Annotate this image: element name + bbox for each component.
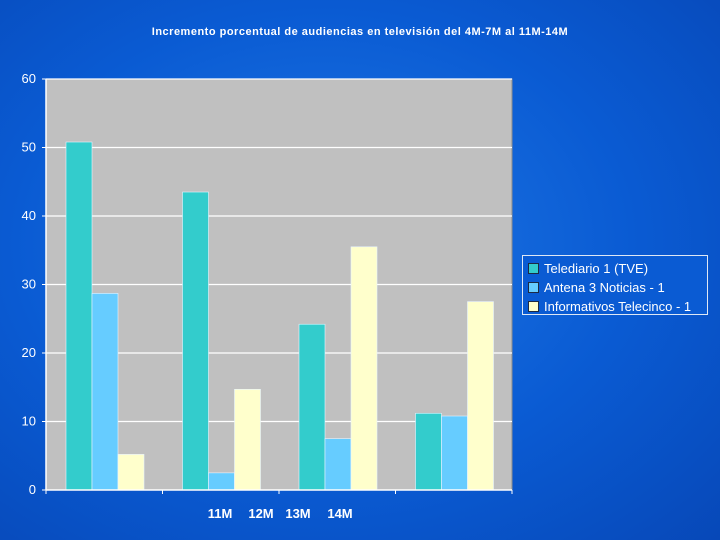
y-axis-ticks: 0 10 20 30 40 50 60 — [22, 71, 36, 497]
legend-item: Telediario 1 (TVE) — [528, 259, 703, 278]
legend-item: Antena 3 Noticias - 1 — [528, 278, 703, 297]
legend-swatch-0 — [528, 263, 539, 274]
bar-telediario-1-tve--14m — [415, 412, 442, 491]
bar-informativos-telecinco-1-14m — [467, 301, 494, 491]
bar-telediario-1-tve--11m — [65, 141, 93, 491]
legend-item: Informativos Telecinco - 1 — [528, 297, 703, 316]
legend-label: Telediario 1 (TVE) — [544, 261, 649, 276]
bar-informativos-telecinco-1-11m — [117, 454, 145, 491]
y-tick-label: 60 — [22, 71, 36, 86]
chart-title: Incremento porcentual de audiencias en t… — [151, 26, 569, 38]
bar-antena-3-noticias-1-11m — [91, 293, 119, 491]
legend-label: Informativos Telecinco - 1 — [544, 299, 692, 314]
y-tick-label: 0 — [29, 482, 36, 497]
bar-antena-3-noticias-1-13m — [324, 438, 352, 491]
y-tick-label: 40 — [22, 208, 36, 223]
x-category-label: 14M — [327, 506, 352, 521]
bar-informativos-telecinco-1-13m — [350, 246, 378, 491]
bars — [65, 141, 494, 491]
bar-informativos-telecinco-1-12m — [234, 389, 261, 491]
bar-antena-3-noticias-1-14m — [441, 415, 468, 491]
gridlines — [46, 78, 512, 423]
x-category-label: 12M — [248, 506, 273, 521]
x-axis-labels: 11M 12M 13M 14M — [208, 506, 353, 521]
x-category-label: 13M — [285, 506, 310, 521]
x-category-label: 11M — [208, 506, 233, 521]
legend-swatch-2 — [528, 301, 539, 312]
bar-antena-3-noticias-1-12m — [208, 472, 235, 491]
y-tick-label: 30 — [22, 277, 36, 292]
y-tick-label: 20 — [22, 345, 36, 360]
legend-label: Antena 3 Noticias - 1 — [544, 280, 665, 295]
axes — [42, 78, 513, 494]
legend-swatch-1 — [528, 282, 539, 293]
y-tick-label: 10 — [22, 414, 36, 429]
legend: Telediario 1 (TVE) Antena 3 Noticias - 1… — [522, 255, 708, 315]
bar-telediario-1-tve--13m — [298, 323, 326, 491]
y-tick-label: 50 — [22, 140, 36, 155]
bar-telediario-1-tve--12m — [182, 191, 209, 491]
